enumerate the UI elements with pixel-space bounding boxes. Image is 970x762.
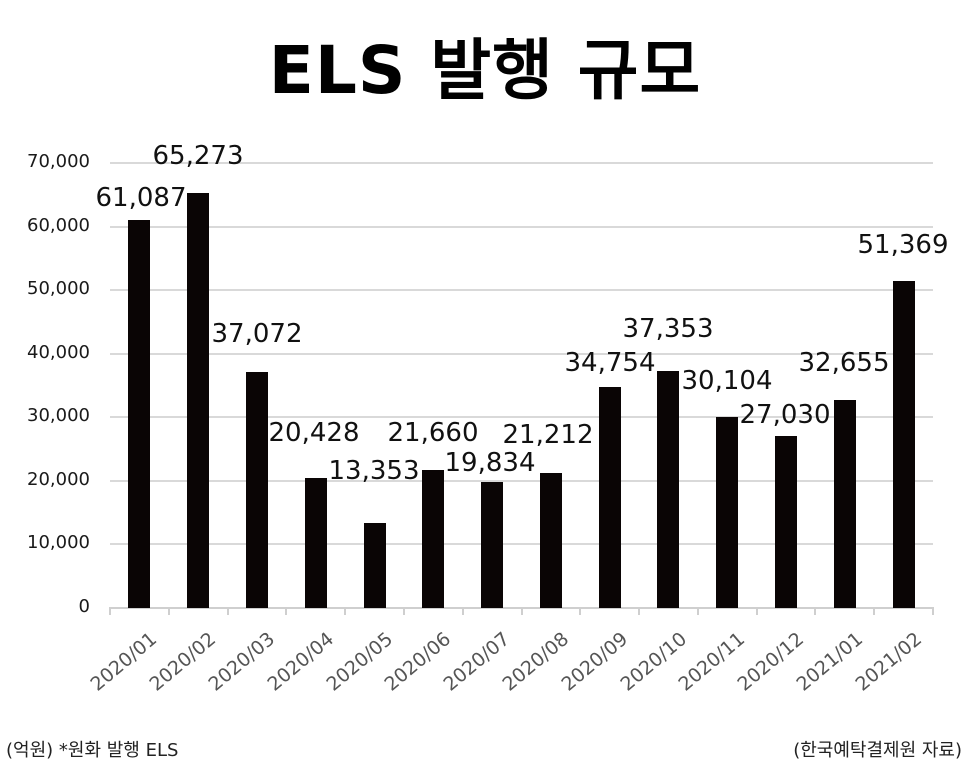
- y-axis-tick-label: 60,000: [27, 214, 90, 236]
- x-axis-tick: [696, 607, 699, 615]
- gridline: [110, 416, 933, 419]
- x-axis-tick: [814, 607, 817, 615]
- data-label: 51,369: [857, 230, 949, 260]
- x-axis-category-label: 2020/12: [733, 628, 809, 696]
- bar-2020-09: [598, 387, 621, 608]
- bar-2020-08: [539, 473, 562, 608]
- x-axis-category-label: 2020/07: [439, 628, 515, 696]
- data-label: 61,087: [95, 183, 187, 213]
- bar-2020-11: [716, 416, 739, 608]
- bar-2020-03: [245, 372, 268, 608]
- gridline: [110, 479, 933, 482]
- x-axis-tick: [755, 607, 758, 615]
- x-axis-category-label: 2021/02: [851, 628, 926, 696]
- y-axis-tick-label: 70,000: [27, 151, 90, 172]
- x-axis-tick: [402, 607, 405, 615]
- unit-note: (억원) *원화 발행 ELS: [6, 740, 179, 761]
- y-axis-tick-label: 40,000: [27, 341, 90, 363]
- x-axis-category-label: 2020/08: [498, 628, 574, 696]
- x-axis-tick: [520, 607, 523, 615]
- data-label: 65,273: [152, 141, 244, 171]
- gridline: [110, 162, 933, 164]
- x-axis-tick: [344, 607, 347, 615]
- data-label: 19,834: [444, 448, 536, 478]
- x-axis-category-label: 2020/09: [557, 628, 632, 696]
- y-axis-tick-label: 20,000: [27, 468, 90, 490]
- x-axis-tick: [285, 607, 288, 615]
- data-label: 32,655: [798, 348, 890, 378]
- bar-2020-12: [775, 436, 798, 608]
- gridline: [110, 289, 933, 292]
- x-axis-tick: [461, 607, 464, 615]
- x-axis-category-label: 2020/04: [263, 628, 338, 696]
- x-axis-tick: [109, 607, 111, 615]
- data-label: 21,660: [387, 418, 479, 448]
- x-axis-tick: [873, 607, 876, 615]
- bar-2020-01: [128, 219, 151, 608]
- data-label: 21,212: [502, 420, 594, 450]
- data-label: 27,030: [739, 400, 831, 430]
- y-axis-tick-label: 30,000: [27, 405, 90, 427]
- bar-2021-01: [833, 400, 856, 608]
- x-axis-tick: [167, 607, 170, 615]
- source-note: (한국예탁결제원 자료): [793, 740, 962, 761]
- bar-2020-06: [422, 470, 445, 608]
- bar-2020-07: [481, 481, 504, 608]
- data-label: 30,104: [681, 366, 773, 396]
- y-axis-tick-label: 50,000: [27, 278, 90, 300]
- y-axis-tick-label: 0: [78, 596, 90, 617]
- x-axis-tick: [226, 607, 229, 615]
- data-label: 37,353: [622, 314, 714, 344]
- bar-2021-02: [892, 281, 915, 608]
- y-axis-tick-label: 10,000: [27, 532, 90, 554]
- x-axis-category-label: 2021/01: [792, 628, 867, 696]
- data-label: 34,754: [564, 348, 656, 378]
- x-axis-tick: [932, 607, 934, 615]
- data-label: 37,072: [211, 319, 303, 349]
- bar-2020-10: [657, 370, 680, 608]
- gridline: [110, 225, 933, 228]
- x-axis-category-label: 2020/03: [204, 628, 280, 696]
- chart-title: ELS 발행 규모: [268, 32, 702, 109]
- data-label: 20,428: [268, 418, 360, 448]
- bar-2020-04: [304, 478, 327, 608]
- gridline: [110, 543, 933, 546]
- bar-2020-02: [187, 193, 210, 608]
- x-axis-tick: [579, 607, 582, 615]
- gridline: [110, 352, 933, 355]
- x-axis-tick: [638, 607, 641, 615]
- data-label: 13,353: [328, 456, 420, 486]
- bar-2020-05: [363, 523, 386, 608]
